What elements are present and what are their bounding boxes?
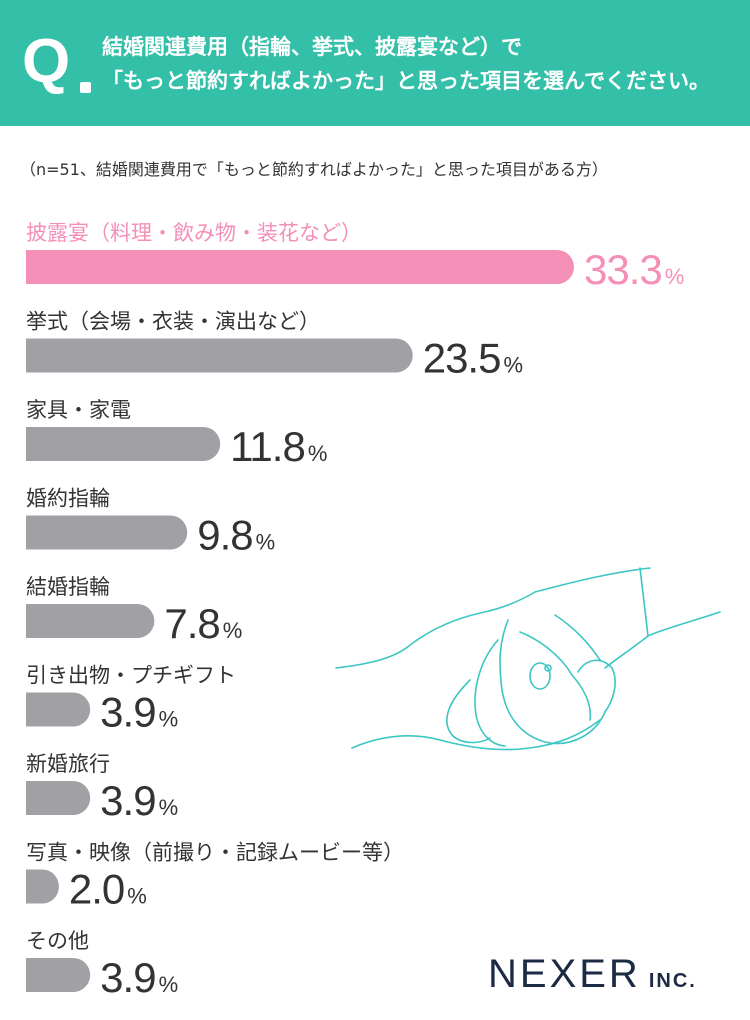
bar	[26, 338, 413, 373]
category-label: 挙式（会場・衣装・演出など）	[26, 310, 320, 334]
category-label: 新婚旅行	[26, 752, 110, 776]
value-label: 3.9%	[100, 777, 177, 824]
value-unit: %	[127, 884, 146, 909]
category-label: 引き出物・プチギフト	[26, 664, 236, 688]
value-number: 3.9	[100, 954, 155, 1001]
value-label: 7.8%	[164, 600, 241, 647]
value-label: 23.5%	[423, 335, 523, 382]
value-label: 2.0%	[69, 866, 146, 913]
question-header: Q 結婚関連費用（指輪、挙式、披露宴など）で 「もっと節約すればよかった」と思っ…	[0, 0, 750, 126]
value-unit: %	[159, 972, 178, 997]
bar	[26, 427, 221, 461]
company-logo: NEXER INC.	[488, 952, 697, 997]
value-unit: %	[159, 707, 178, 732]
sample-note: （n=51、結婚関連費用で「もっと節約すればよかった」と思った項目がある方）	[20, 160, 608, 179]
company-logo-suffix: INC.	[648, 970, 697, 992]
bar-left-edge	[26, 427, 43, 461]
category-label: 写真・映像（前撮り・記録ムービー等）	[26, 841, 404, 865]
bar-left-edge	[26, 604, 43, 638]
value-unit: %	[308, 441, 327, 466]
value-unit: %	[256, 530, 275, 555]
value-number: 11.8	[230, 423, 305, 470]
value-label: 33.3%	[584, 246, 684, 293]
value-number: 23.5	[423, 335, 501, 382]
value-label: 3.9%	[100, 689, 177, 736]
value-number: 7.8	[164, 600, 219, 647]
category-label: 披露宴（料理・飲み物・装花など）	[26, 221, 362, 245]
value-label: 9.8%	[197, 512, 274, 559]
value-number: 3.9	[100, 777, 155, 824]
value-unit: %	[223, 618, 242, 643]
question-text: 結婚関連費用（指輪、挙式、披露宴など）で 「もっと節約すればよかった」と思った項…	[102, 30, 742, 98]
bar-left-edge	[26, 338, 43, 373]
category-label: 結婚指輪	[26, 575, 110, 599]
question-mark-dot	[80, 82, 91, 93]
value-label: 11.8%	[230, 423, 327, 470]
bar-left-edge	[26, 250, 43, 284]
category-label: その他	[26, 929, 89, 953]
holding-hands-illustration	[335, 567, 721, 751]
question-line-1: 結婚関連費用（指輪、挙式、披露宴など）で	[102, 35, 522, 59]
bar	[26, 604, 155, 638]
value-number: 9.8	[197, 512, 252, 559]
value-unit: %	[159, 795, 178, 820]
bar-left-edge	[26, 692, 43, 727]
bar-left-edge	[26, 958, 43, 992]
bar	[26, 250, 574, 284]
value-number: 2.0	[69, 866, 124, 913]
bar-left-edge	[26, 781, 43, 815]
value-unit: %	[503, 353, 522, 378]
question-line-2: 「もっと節約すればよかった」と思った項目を選んでください。	[102, 69, 710, 93]
bar-left-edge	[26, 515, 43, 550]
question-mark: Q	[22, 27, 71, 96]
value-number: 33.3	[584, 246, 662, 293]
value-number: 3.9	[100, 689, 155, 736]
company-logo-name: NEXER	[488, 952, 641, 996]
value-label: 3.9%	[100, 954, 177, 1001]
category-label: 婚約指輪	[26, 487, 110, 511]
bar	[26, 515, 188, 550]
bar-left-edge	[26, 869, 43, 904]
category-label: 家具・家電	[26, 398, 131, 422]
value-unit: %	[665, 264, 684, 289]
